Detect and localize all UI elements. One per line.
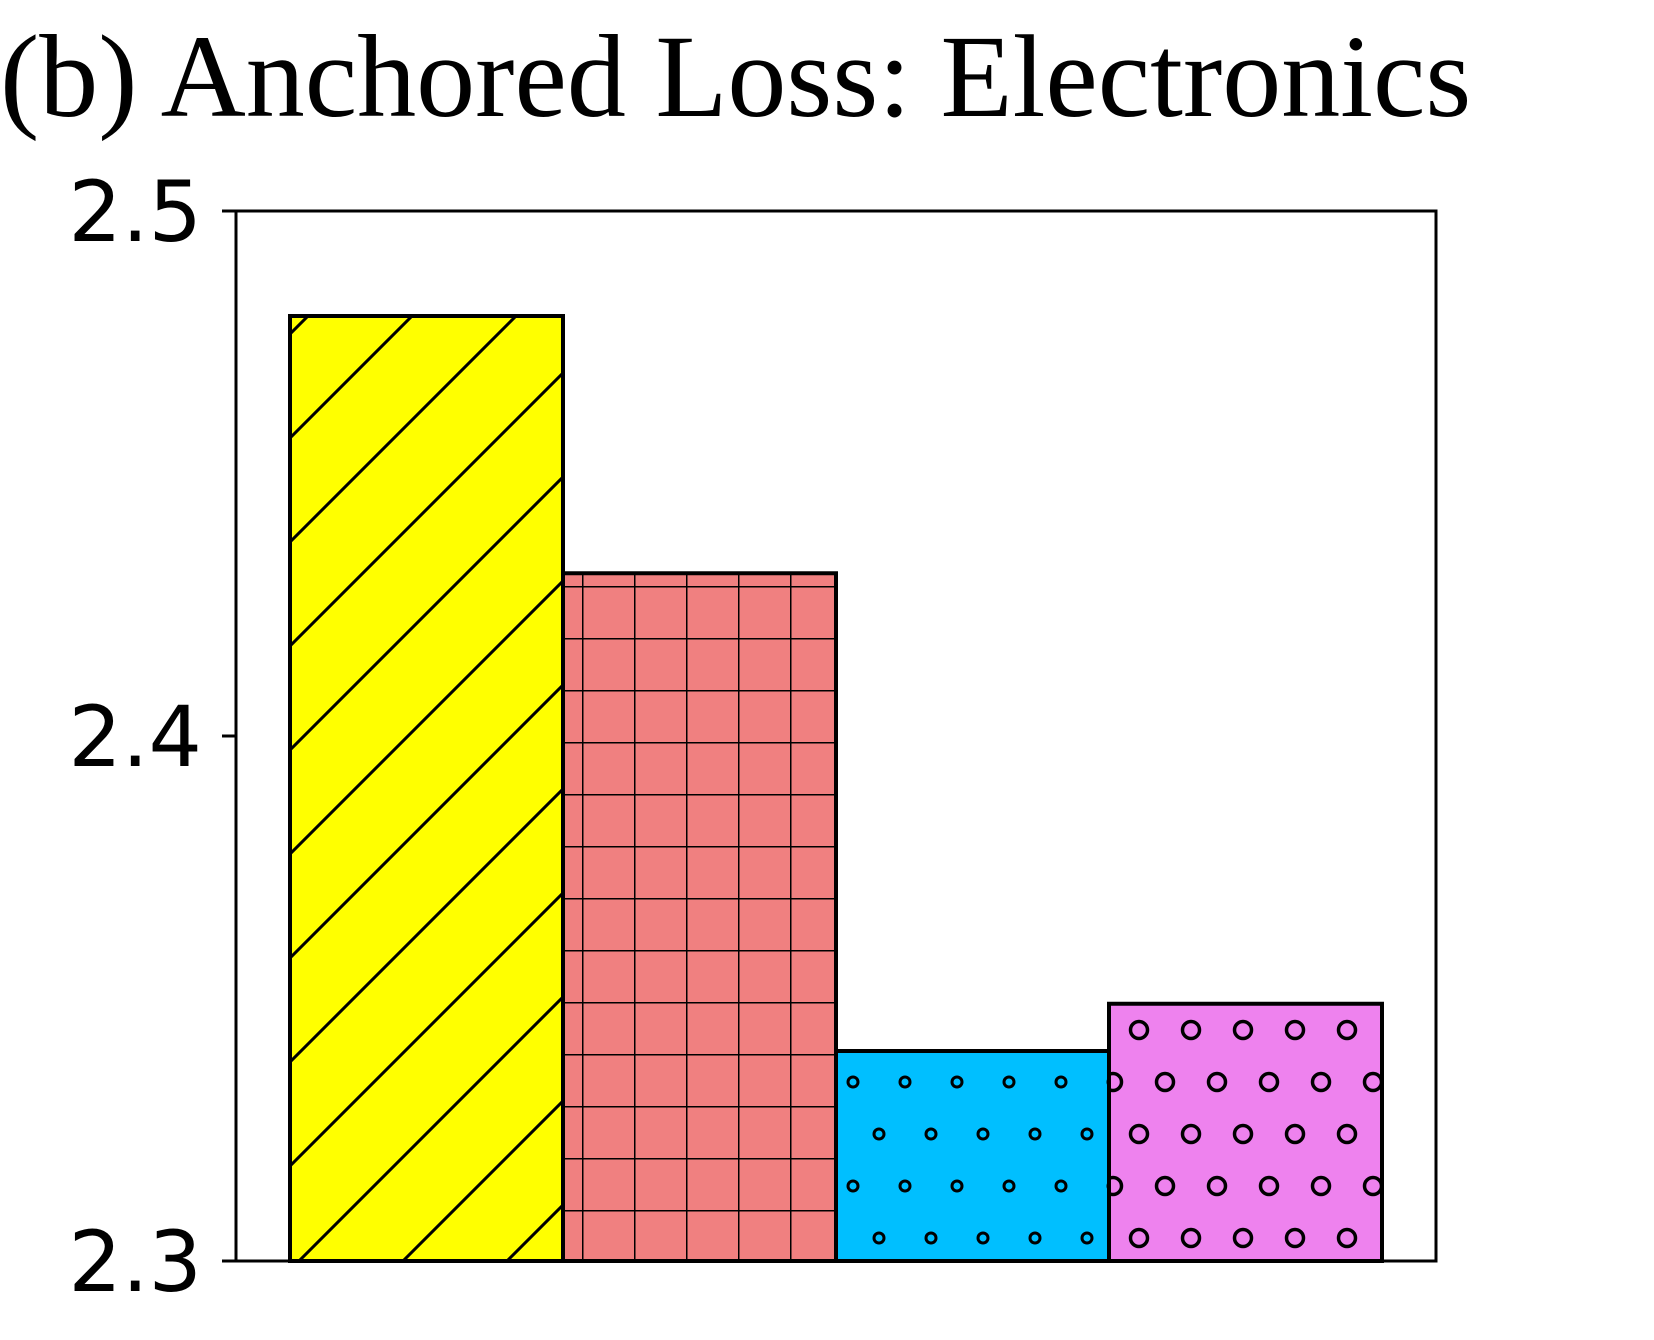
bar-2-hatch bbox=[561, 571, 838, 1263]
y-tick-label: 2.3 bbox=[68, 1213, 202, 1311]
y-tick-label: 2.4 bbox=[68, 688, 202, 786]
chart-title: (b) Anchored Loss: Electronics bbox=[0, 11, 1472, 142]
y-axis: 2.3 2.4 2.5 bbox=[68, 163, 236, 1311]
bars-layer bbox=[288, 314, 1384, 1263]
bar-3-hatch bbox=[834, 1049, 1111, 1263]
y-tick-label: 2.5 bbox=[68, 163, 202, 261]
bar-1-hatch bbox=[288, 314, 565, 1263]
bar-4-hatch bbox=[1107, 1001, 1384, 1263]
